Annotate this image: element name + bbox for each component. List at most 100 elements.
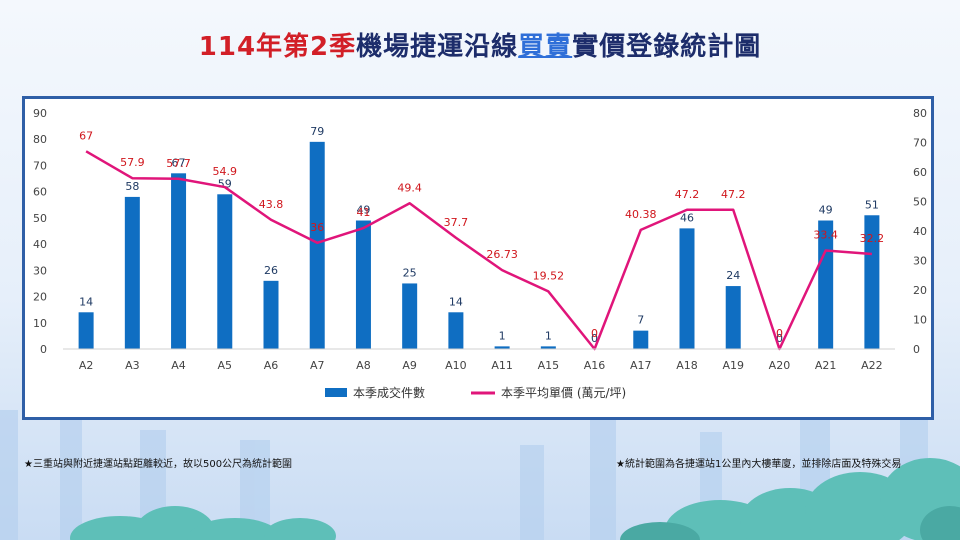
- line-value-label: 49.4: [397, 181, 422, 194]
- title-trade-type: 買賣: [518, 32, 573, 62]
- bar: [448, 312, 464, 349]
- line-value-label: 40.38: [625, 208, 657, 221]
- bar: [217, 194, 233, 349]
- x-tick-label: A2: [79, 359, 94, 372]
- x-tick-label: A9: [402, 359, 417, 372]
- title-period: 114年第2季: [198, 32, 357, 62]
- x-tick-label: A18: [676, 359, 698, 372]
- bar-value-label: 25: [403, 266, 417, 279]
- bar-value-label: 0: [591, 332, 598, 345]
- left-tick-label: 30: [33, 264, 47, 277]
- left-tick-label: 40: [33, 238, 47, 251]
- line-value-label: 57.9: [120, 156, 145, 169]
- bar: [494, 346, 510, 349]
- bar-value-label: 49: [356, 204, 370, 217]
- x-tick-label: A22: [861, 359, 883, 372]
- line-value-label: 47.2: [721, 188, 746, 201]
- right-tick-label: 40: [913, 225, 927, 238]
- bar: [725, 286, 741, 349]
- x-tick-label: A17: [630, 359, 652, 372]
- right-tick-label: 10: [913, 314, 927, 327]
- x-tick-label: A8: [356, 359, 371, 372]
- bar-series: [78, 141, 880, 349]
- line-value-label: 41: [356, 206, 370, 219]
- note-right: ★統計範圍為各捷運站1公里內大樓華廈，並排除店面及特殊交易: [616, 459, 902, 470]
- line-value-label: 67: [79, 129, 93, 142]
- x-axis: A2 A3 A4 A5 A6 A7 A8 A9 A10 A11 A15 A16 A17 A18 A19 A20…: [63, 348, 895, 372]
- line-value-label: 32.2: [860, 232, 885, 245]
- bar-value-label: 0: [776, 332, 783, 345]
- line-value-label: 43.8: [259, 198, 284, 211]
- line-data-labels: 67 57.9 57.7 54.9 43.8 36 41 49.4 37.7 26.73 19.52…: [79, 129, 884, 340]
- line-value-label: 57.7: [166, 157, 191, 170]
- x-tick-label: A10: [445, 359, 467, 372]
- line-value-label: 36: [310, 221, 324, 234]
- bar-value-label: 49: [819, 204, 833, 217]
- bar: [309, 141, 325, 349]
- x-tick-label: A19: [722, 359, 744, 372]
- x-tick-label: A20: [769, 359, 791, 372]
- bar: [78, 312, 94, 349]
- left-tick-label: 80: [33, 133, 47, 146]
- title-line-name: 機場捷運沿線: [356, 32, 519, 62]
- x-tick-label: A15: [538, 359, 560, 372]
- bar: [355, 220, 371, 349]
- x-tick-label: A11: [491, 359, 513, 372]
- left-tick-label: 70: [33, 159, 47, 172]
- bar-value-label: 24: [726, 269, 740, 282]
- bar-value-label: 1: [499, 329, 506, 342]
- left-tick-label: 20: [33, 291, 47, 304]
- line-value-label: 54.9: [213, 165, 238, 178]
- line-value-label: 0: [591, 327, 598, 340]
- x-tick-label: A16: [584, 359, 606, 372]
- bar: [679, 228, 695, 349]
- bar-value-label: 67: [172, 156, 186, 169]
- bar-value-label: 51: [865, 198, 879, 211]
- bar: [263, 280, 279, 349]
- right-tick-label: 20: [913, 284, 927, 297]
- legend-bar-label: 本季成交件數: [353, 385, 425, 400]
- right-tick-label: 30: [913, 255, 927, 268]
- line-value-label: 47.2: [675, 188, 700, 201]
- line-value-label: 33.4: [813, 228, 838, 241]
- right-tick-label: 0: [913, 343, 920, 356]
- x-tick-label: A6: [264, 359, 279, 372]
- bar-value-label: 14: [79, 295, 93, 308]
- bar-value-label: 14: [449, 295, 463, 308]
- left-tick-label: 0: [40, 343, 47, 356]
- title-suffix: 實價登錄統計圖: [572, 32, 762, 62]
- legend: 本季成交件數 本季平均單價 (萬元/坪): [325, 385, 626, 400]
- bar: [171, 173, 187, 349]
- legend-line-label: 本季平均單價 (萬元/坪): [501, 386, 626, 400]
- bar: [124, 196, 140, 349]
- left-tick-label: 10: [33, 317, 47, 330]
- page-title: 114年第2季機場捷運沿線買賣實價登錄統計圖: [0, 26, 960, 63]
- bar: [540, 346, 556, 349]
- bar-value-label: 46: [680, 211, 694, 224]
- note-left: ★三重站與附近捷運站點距離較近，故以500公尺為統計範圍: [24, 459, 293, 470]
- legend-bar-swatch: [325, 388, 347, 397]
- line-value-label: 0: [776, 327, 783, 340]
- x-tick-label: A7: [310, 359, 325, 372]
- line-value-label: 26.73: [486, 248, 517, 261]
- line-series: [85, 150, 872, 351]
- bar: [818, 220, 834, 349]
- bar: [402, 283, 418, 349]
- x-tick-label: A21: [815, 359, 837, 372]
- left-tick-label: 50: [33, 212, 47, 225]
- bar: [633, 330, 649, 349]
- chart-frame: 0 10 20 30 40 50 60 70 80 90 0 10 20 30 40 50 60 70 80 14…: [22, 96, 934, 420]
- bar-value-label: 1: [545, 329, 552, 342]
- right-tick-label: 60: [913, 166, 927, 179]
- left-tick-label: 90: [33, 107, 47, 120]
- right-tick-label: 80: [913, 107, 927, 120]
- line-value-label: 19.52: [533, 269, 565, 282]
- bar-value-label: 79: [310, 125, 324, 138]
- bar-value-label: 26: [264, 264, 278, 277]
- right-axis: 0 10 20 30 40 50 60 70 80: [913, 107, 927, 356]
- x-tick-label: A3: [125, 359, 140, 372]
- right-tick-label: 50: [913, 196, 927, 209]
